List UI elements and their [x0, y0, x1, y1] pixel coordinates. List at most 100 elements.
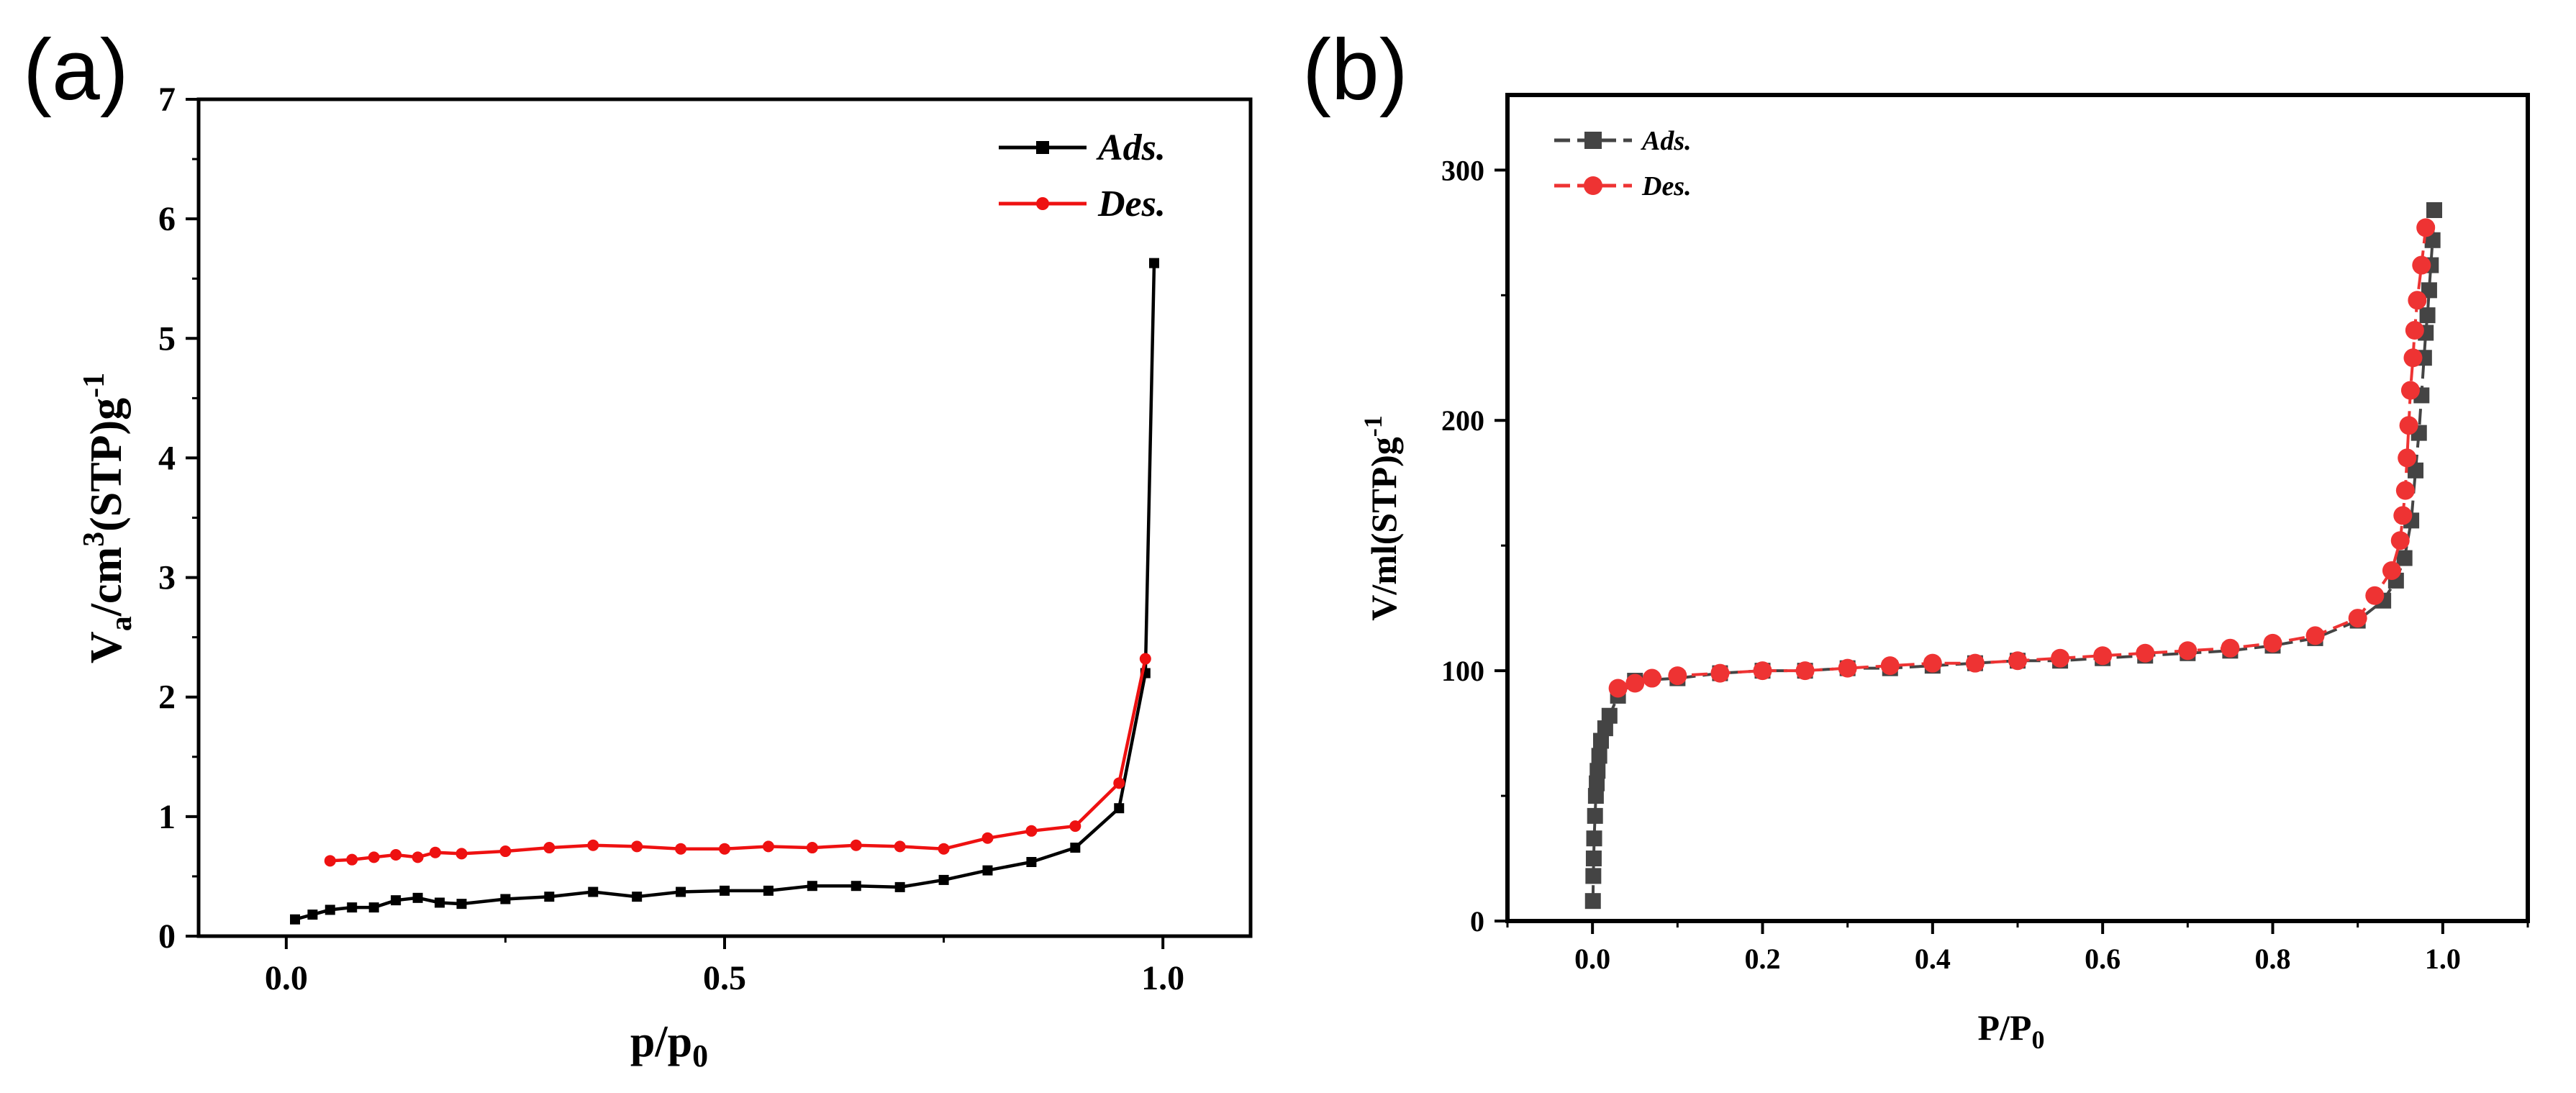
data-point	[2405, 321, 2424, 340]
data-point	[2403, 348, 2423, 368]
data-point	[391, 895, 402, 906]
y-tick-label: 6	[158, 200, 176, 238]
data-point	[2221, 638, 2240, 658]
data-point	[543, 842, 555, 854]
data-point	[851, 881, 861, 892]
data-point	[763, 885, 774, 896]
data-point	[981, 832, 994, 844]
x-tick-label: 1.0	[2425, 943, 2461, 975]
x-tick-label: 0.4	[1915, 943, 1951, 975]
data-point	[676, 886, 686, 897]
data-point	[2421, 282, 2437, 299]
data-point	[1585, 868, 1602, 884]
data-point	[1069, 820, 1081, 833]
data-point	[2419, 307, 2436, 324]
y-tick-label: 0	[1470, 905, 1484, 938]
data-point	[499, 845, 512, 858]
y-tick-label: 0	[158, 917, 176, 956]
data-point	[346, 853, 358, 866]
data-point	[719, 843, 730, 855]
data-point	[412, 892, 423, 903]
data-point	[894, 840, 906, 853]
data-point	[368, 902, 379, 913]
y-tick-label: 4	[158, 439, 176, 477]
data-point	[2365, 586, 2385, 605]
data-point	[1586, 830, 1602, 847]
data-point	[2348, 609, 2367, 628]
data-point	[588, 886, 599, 897]
data-point	[806, 842, 818, 854]
data-point	[1795, 661, 1815, 681]
data-point	[1625, 674, 1645, 693]
y-tick-label: 300	[1441, 154, 1484, 186]
data-point	[544, 892, 555, 902]
y-tick-label: 2	[158, 679, 176, 717]
data-point	[938, 843, 950, 855]
data-point	[1597, 720, 1613, 737]
data-point	[1923, 653, 1942, 673]
data-point	[2305, 626, 2325, 645]
data-point	[2178, 641, 2198, 661]
data-point	[2426, 202, 2443, 219]
x-tick-label: 0.5	[703, 959, 746, 997]
legend-label-ads-b: Ads.	[1641, 126, 1692, 156]
panel-label-a: (a)	[23, 22, 129, 118]
data-point	[982, 865, 993, 876]
data-point	[500, 894, 511, 904]
data-point	[368, 851, 380, 863]
svg-text:Va/cm3(STP)g-1: Va/cm3(STP)g-1	[78, 373, 138, 663]
data-point	[1113, 777, 1125, 789]
data-point	[2399, 416, 2418, 435]
data-point	[435, 897, 445, 908]
data-point	[1139, 653, 1151, 665]
data-point	[1589, 763, 1606, 779]
data-point	[412, 851, 424, 863]
data-point	[1584, 893, 1601, 910]
x-tick-label: 0.6	[2085, 943, 2121, 975]
data-point	[807, 881, 817, 892]
data-point	[2416, 218, 2436, 237]
data-point	[2382, 561, 2401, 580]
data-point	[1753, 661, 1772, 681]
legend-b: Ads. Des.	[1554, 126, 1692, 201]
data-point	[1710, 663, 1730, 683]
data-point	[1591, 748, 1607, 764]
data-point	[2398, 448, 2417, 468]
data-point	[938, 874, 949, 885]
y-tick-label: 1	[158, 798, 176, 836]
y-tick-label: 5	[158, 319, 176, 358]
data-point	[2400, 381, 2420, 400]
x-tick-label: 0.2	[1745, 943, 1781, 975]
y-axis-label-a: Va/cm3(STP)g-1	[78, 373, 138, 663]
data-point	[1587, 807, 1603, 824]
y-axis-label-b: V/ml(STP)g-1	[1359, 415, 1404, 621]
data-point	[1114, 803, 1125, 814]
data-point	[850, 839, 862, 851]
plot-frame-b	[1505, 93, 2530, 923]
x-axis-label-a: p/p0	[630, 1017, 708, 1074]
data-point	[2136, 643, 2155, 663]
data-point	[2412, 255, 2431, 275]
data-point	[1026, 856, 1037, 867]
data-point	[1608, 679, 1628, 698]
data-point	[429, 846, 441, 858]
legend-label-des-b: Des.	[1641, 171, 1692, 201]
data-point	[762, 840, 774, 853]
data-point	[2051, 648, 2070, 668]
svg-text:V/ml(STP)g-1: V/ml(STP)g-1	[1359, 415, 1404, 621]
data-point	[2395, 481, 2415, 500]
y-tick-label: 200	[1441, 404, 1484, 437]
data-point	[1838, 658, 1857, 678]
data-point	[456, 899, 467, 910]
x-tick-label: 0.8	[2255, 943, 2291, 975]
data-point	[587, 839, 599, 851]
data-point	[1592, 733, 1609, 749]
data-point	[2396, 550, 2413, 566]
data-point	[1880, 656, 1900, 676]
series-line-des	[1618, 227, 2428, 690]
series-line-ads	[1591, 209, 2436, 902]
data-point	[1025, 825, 1038, 837]
data-point	[2393, 506, 2413, 525]
data-point	[1587, 788, 1604, 804]
